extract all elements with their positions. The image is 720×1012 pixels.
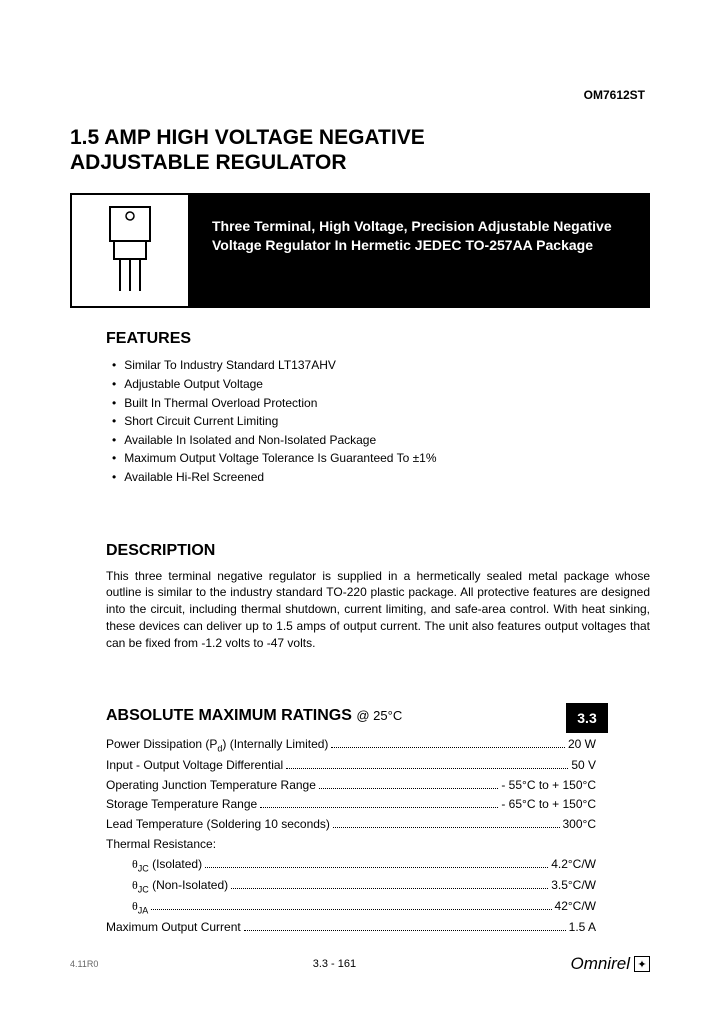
rating-row: Storage Temperature Range - 65°C to + 150… xyxy=(106,795,596,815)
leader-dots xyxy=(319,788,498,789)
rating-value: 3.5°C/W xyxy=(551,876,596,896)
ratings-block: Power Dissipation (Pd) (Internally Limit… xyxy=(106,735,596,939)
title-line-2: ADJUSTABLE REGULATOR xyxy=(70,151,347,174)
rating-row: Lead Temperature (Soldering 10 seconds) 3… xyxy=(106,815,596,835)
revision-code: 4.11R0 xyxy=(70,959,98,969)
rating-label: θJC (Isolated) xyxy=(132,855,202,876)
rating-value: 20 W xyxy=(568,735,596,755)
features-list: Similar To Industry Standard LT137AHV Ad… xyxy=(106,356,650,486)
rating-label: Maximum Output Current xyxy=(106,918,241,938)
brand-name: Omnirel xyxy=(570,954,630,974)
package-diagram xyxy=(70,193,190,308)
rating-value: - 65°C to + 150°C xyxy=(501,795,596,815)
leader-dots xyxy=(260,807,498,808)
rating-label: Thermal Resistance: xyxy=(106,835,216,855)
ratings-section: ABSOLUTE MAXIMUM RATINGS @ 25°C 3.3 Powe… xyxy=(106,707,650,939)
rating-value: - 55°C to + 150°C xyxy=(501,776,596,796)
brand-icon: ✦ xyxy=(634,956,650,972)
feature-item: Built In Thermal Overload Protection xyxy=(106,394,650,413)
leader-dots xyxy=(205,867,548,868)
rating-value: 4.2°C/W xyxy=(551,855,596,875)
rating-label: θJA xyxy=(132,897,148,918)
leader-dots xyxy=(244,930,566,931)
rating-label: Lead Temperature (Soldering 10 seconds) xyxy=(106,815,330,835)
rating-label: θJC (Non-Isolated) xyxy=(132,876,228,897)
features-section: FEATURES Similar To Industry Standard LT… xyxy=(106,330,650,486)
hero-subtitle: Three Terminal, High Voltage, Precision … xyxy=(212,218,612,253)
rating-row: θJC (Isolated) 4.2°C/W xyxy=(106,855,596,876)
rating-row: θJC (Non-Isolated) 3.5°C/W xyxy=(106,876,596,897)
leader-dots xyxy=(231,888,548,889)
section-badge: 3.3 xyxy=(566,703,608,733)
rating-value: 300°C xyxy=(563,815,597,835)
description-heading: DESCRIPTION xyxy=(106,542,650,560)
ratings-condition: @ 25°C xyxy=(356,708,402,723)
rating-row: Maximum Output Current 1.5 A xyxy=(106,918,596,938)
leader-dots xyxy=(331,747,565,748)
rating-value: 50 V xyxy=(571,756,596,776)
rating-label: Storage Temperature Range xyxy=(106,795,257,815)
ratings-heading: ABSOLUTE MAXIMUM RATINGS xyxy=(106,707,352,724)
description-section: DESCRIPTION This three terminal negative… xyxy=(106,542,650,652)
leader-dots xyxy=(286,768,568,769)
feature-item: Similar To Industry Standard LT137AHV xyxy=(106,356,650,375)
rating-label: Power Dissipation (Pd) (Internally Limit… xyxy=(106,735,328,756)
brand-logo: Omnirel ✦ xyxy=(570,954,650,974)
page-footer: 4.11R0 3.3 - 161 Omnirel ✦ xyxy=(0,954,720,974)
rating-label: Input - Output Voltage Differential xyxy=(106,756,283,776)
rating-row: Input - Output Voltage Differential 50 V xyxy=(106,756,596,776)
rating-value: 1.5 A xyxy=(569,918,596,938)
features-heading: FEATURES xyxy=(106,330,650,348)
title-line-1: 1.5 AMP HIGH VOLTAGE NEGATIVE xyxy=(70,126,425,149)
rating-row: Operating Junction Temperature Range - 55… xyxy=(106,776,596,796)
to257-icon xyxy=(72,195,188,306)
main-title: 1.5 AMP HIGH VOLTAGE NEGATIVE ADJUSTABLE… xyxy=(70,125,650,175)
rating-value: 42°C/W xyxy=(555,897,596,917)
feature-item: Maximum Output Voltage Tolerance Is Guar… xyxy=(106,449,650,468)
feature-item: Available In Isolated and Non-Isolated P… xyxy=(106,431,650,450)
rating-row: θJA 42°C/W xyxy=(106,897,596,918)
rating-row: Thermal Resistance: xyxy=(106,835,596,855)
feature-item: Short Circuit Current Limiting xyxy=(106,412,650,431)
description-body: This three terminal negative regulator i… xyxy=(106,568,650,652)
feature-item: Available Hi-Rel Screened xyxy=(106,468,650,487)
rating-row: Power Dissipation (Pd) (Internally Limit… xyxy=(106,735,596,756)
leader-dots xyxy=(333,827,560,828)
page-number: 3.3 - 161 xyxy=(313,958,356,970)
rating-label: Operating Junction Temperature Range xyxy=(106,776,316,796)
leader-dots xyxy=(151,909,551,910)
hero-band: Three Terminal, High Voltage, Precision … xyxy=(70,193,650,308)
feature-item: Adjustable Output Voltage xyxy=(106,375,650,394)
hero-subtitle-box: Three Terminal, High Voltage, Precision … xyxy=(190,193,650,308)
part-number: OM7612ST xyxy=(584,88,645,102)
